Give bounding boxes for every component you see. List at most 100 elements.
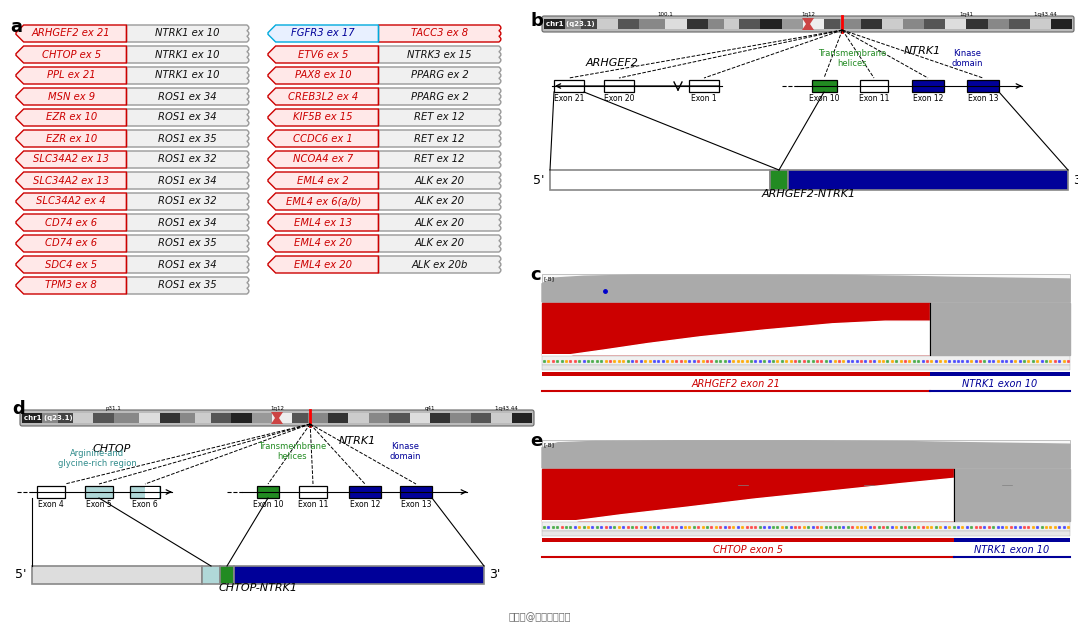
Bar (565, 19, 581, 29)
Bar (58, 413, 73, 423)
Bar (912, 80, 944, 92)
Bar (597, 19, 618, 29)
Text: [-8]: [-8] (544, 276, 555, 281)
PathPatch shape (16, 46, 126, 63)
Text: NTRK1 ex 10: NTRK1 ex 10 (155, 50, 220, 60)
Bar (348, 413, 369, 423)
PathPatch shape (268, 214, 378, 231)
Text: ARHGEF2 exon 21: ARHGEF2 exon 21 (692, 379, 780, 389)
PathPatch shape (16, 193, 126, 210)
PathPatch shape (268, 25, 378, 42)
Text: a: a (10, 18, 22, 36)
PathPatch shape (126, 151, 249, 168)
Text: Exon 6: Exon 6 (133, 500, 157, 509)
Text: Transmembrane
helices: Transmembrane helices (818, 48, 886, 68)
Text: Transmembrane
helices: Transmembrane helices (258, 441, 327, 461)
PathPatch shape (378, 25, 501, 42)
Bar (257, 486, 279, 498)
Bar (389, 413, 410, 423)
Text: 3': 3' (1073, 173, 1078, 187)
Bar (554, 80, 584, 92)
Bar (967, 80, 999, 92)
PathPatch shape (268, 109, 378, 126)
Text: Exon 21: Exon 21 (554, 94, 584, 103)
PathPatch shape (268, 172, 378, 189)
PathPatch shape (126, 277, 249, 294)
Text: Exon 1: Exon 1 (691, 94, 717, 103)
Bar (954, 538, 1070, 542)
Text: CHTOP ex 5: CHTOP ex 5 (42, 50, 100, 60)
PathPatch shape (378, 130, 501, 147)
Text: EML4 ex 2: EML4 ex 2 (298, 175, 349, 185)
Bar (788, 170, 1068, 190)
Text: KIF5B ex 15: KIF5B ex 15 (293, 112, 353, 122)
Bar (639, 19, 665, 29)
Text: Exon 20: Exon 20 (604, 94, 634, 103)
PathPatch shape (378, 235, 501, 252)
PathPatch shape (378, 172, 501, 189)
Text: b: b (530, 12, 543, 30)
Bar (665, 19, 687, 29)
PathPatch shape (126, 193, 249, 210)
Bar (604, 80, 634, 92)
Text: NTRK1: NTRK1 (903, 46, 941, 56)
PathPatch shape (268, 130, 378, 147)
Bar (369, 413, 389, 423)
Bar (581, 19, 597, 29)
Text: Kinase
domain: Kinase domain (389, 441, 420, 461)
PathPatch shape (126, 172, 249, 189)
Polygon shape (802, 18, 814, 30)
PathPatch shape (16, 67, 126, 84)
Bar (195, 413, 210, 423)
Text: MSN ex 9: MSN ex 9 (47, 92, 95, 102)
Text: ALK ex 20: ALK ex 20 (415, 175, 465, 185)
PathPatch shape (126, 46, 249, 63)
Text: Exon 10: Exon 10 (810, 94, 840, 103)
PathPatch shape (268, 256, 378, 273)
Bar (1029, 19, 1051, 29)
Bar (550, 170, 770, 190)
Bar (1051, 19, 1072, 29)
Bar (210, 413, 231, 423)
PathPatch shape (268, 151, 378, 168)
Bar (292, 413, 307, 423)
Bar (234, 566, 484, 584)
PathPatch shape (16, 151, 126, 168)
Polygon shape (542, 479, 954, 521)
PathPatch shape (126, 109, 249, 126)
Text: 5': 5' (15, 568, 27, 582)
Bar (231, 413, 251, 423)
Text: 1q12: 1q12 (270, 406, 284, 411)
Text: ROS1 ex 32: ROS1 ex 32 (158, 197, 217, 207)
Bar (618, 19, 639, 29)
Bar (544, 19, 565, 29)
Bar (202, 566, 220, 584)
Text: 1q43 44: 1q43 44 (495, 406, 517, 411)
Text: Exon 11: Exon 11 (859, 94, 889, 103)
Text: Arginine-and
glycine-rich region: Arginine-and glycine-rich region (57, 448, 137, 468)
Text: ALK ex 20: ALK ex 20 (415, 197, 465, 207)
PathPatch shape (268, 88, 378, 105)
Bar (542, 372, 930, 376)
Bar (73, 413, 94, 423)
Bar (542, 303, 1070, 355)
Text: ALK ex 20b: ALK ex 20b (412, 259, 468, 269)
Bar (130, 486, 160, 498)
Bar (299, 486, 327, 498)
PathPatch shape (16, 130, 126, 147)
Text: NTRK1 exon 10: NTRK1 exon 10 (963, 379, 1038, 389)
Bar (22, 413, 42, 423)
Text: CHTOP: CHTOP (93, 444, 132, 454)
Bar (220, 566, 234, 584)
Text: ROS1 ex 34: ROS1 ex 34 (158, 112, 217, 122)
Text: ALK ex 20: ALK ex 20 (415, 239, 465, 249)
Text: CD74 ex 6: CD74 ex 6 (45, 217, 97, 227)
PathPatch shape (16, 25, 126, 42)
Text: EML4 ex 6(a/b): EML4 ex 6(a/b) (286, 197, 361, 207)
Bar (707, 19, 723, 29)
Text: SLC34A2 ex 13: SLC34A2 ex 13 (33, 175, 109, 185)
Bar (1009, 19, 1029, 29)
Bar (349, 486, 381, 498)
Text: ROS1 ex 34: ROS1 ex 34 (158, 217, 217, 227)
Bar (740, 19, 760, 29)
